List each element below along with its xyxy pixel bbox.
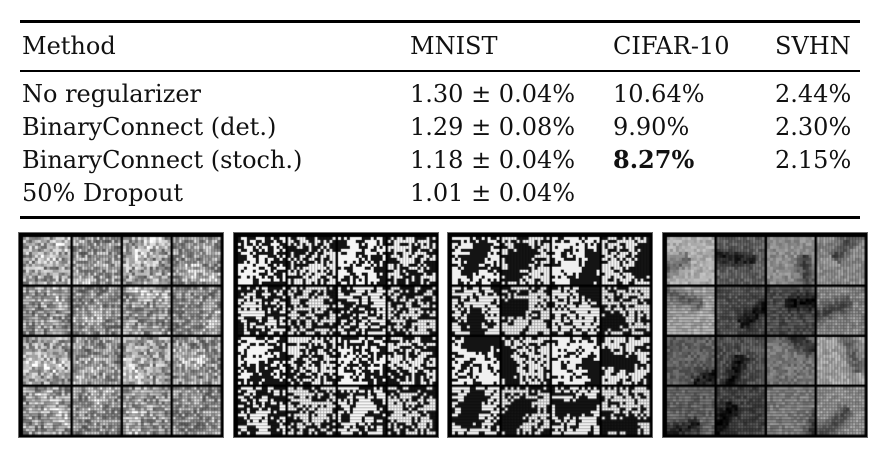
row-method: BinaryConnect (stoch.) (22, 146, 303, 174)
row-mnist: 1.30 ± 0.04% (410, 80, 576, 108)
row-method: 50% Dropout (22, 179, 184, 207)
filters-panel-3 (447, 232, 653, 438)
row-svhn: 2.44% (775, 80, 852, 108)
header-svhn: SVHN (775, 32, 851, 60)
table-header-rule (20, 70, 860, 72)
row-svhn: 2.30% (775, 113, 852, 141)
header-cifar10: CIFAR-10 (613, 32, 730, 60)
row-mnist: 1.01 ± 0.04% (410, 179, 576, 207)
header-mnist: MNIST (410, 32, 498, 60)
row-mnist: 1.18 ± 0.04% (410, 146, 576, 174)
filters-canvas (448, 233, 652, 437)
filters-canvas (19, 233, 223, 437)
filters-panel-1 (18, 232, 224, 438)
filters-panel-2 (233, 232, 439, 438)
row-mnist: 1.29 ± 0.08% (410, 113, 576, 141)
filters-canvas (663, 233, 867, 437)
filters-panel-4 (662, 232, 868, 438)
table-top-rule (20, 20, 860, 23)
row-cifar10: 10.64% (613, 80, 705, 108)
filters-canvas (234, 233, 438, 437)
row-method: No regularizer (22, 80, 202, 108)
row-method: BinaryConnect (det.) (22, 113, 277, 141)
table-bottom-rule (20, 216, 860, 219)
row-svhn: 2.15% (775, 146, 852, 174)
row-cifar10-best: 8.27% (613, 145, 695, 174)
header-method: Method (22, 32, 116, 60)
row-cifar10: 9.90% (613, 113, 690, 141)
